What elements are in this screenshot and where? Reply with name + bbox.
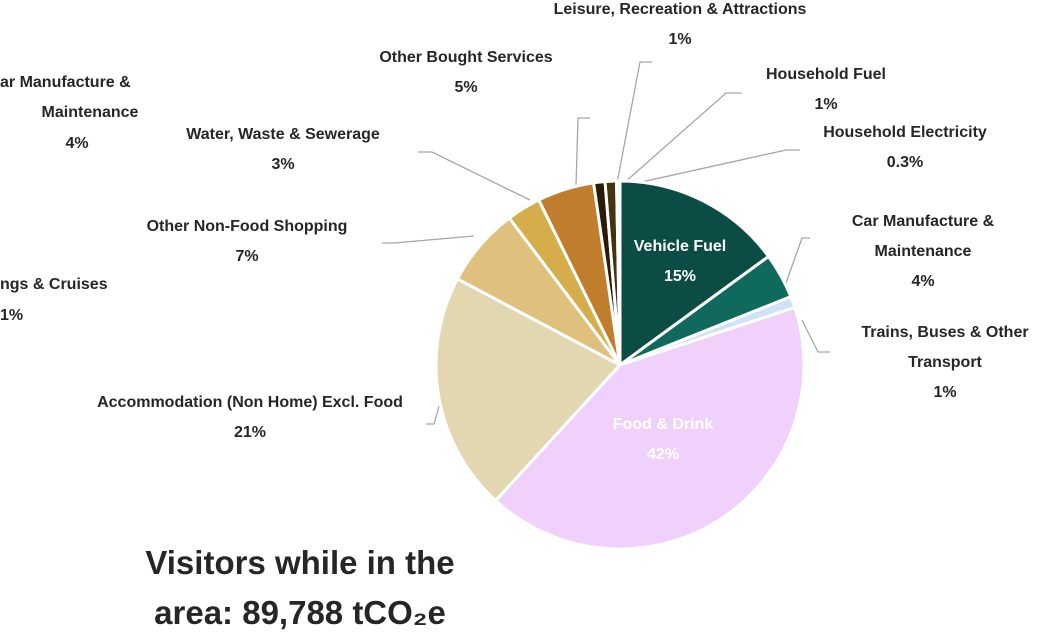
leader-line: [801, 319, 830, 353]
leader-line: [616, 61, 652, 184]
pie-slice: [618, 179, 771, 368]
slice-label: Accommodation (Non Home) Excl. Food 21%: [60, 388, 440, 448]
pie-slice: [615, 179, 622, 366]
leader-line: [382, 235, 475, 244]
category-label: Other Non-Food Shopping: [146, 218, 348, 235]
leader-line: [785, 237, 810, 284]
value-label: 1%: [933, 384, 957, 401]
leader-line: [627, 149, 800, 186]
category-label: Water, Waste & Sewerage: [186, 126, 380, 143]
category-label: Car Manufacture & Maintenance: [851, 213, 995, 260]
slice-label: Other Non-Food Shopping 7%: [97, 212, 397, 272]
slice-label: Trains, Buses & Other Transport 1%: [825, 318, 1056, 408]
leader-line: [575, 117, 590, 187]
slice-label: Household Fuel 1%: [726, 60, 926, 120]
category-label: Household Fuel: [766, 66, 886, 83]
category-label: Trains, Buses & Other Transport: [861, 324, 1029, 371]
value-label: 42%: [646, 446, 680, 463]
slice-label: Car Manufacture & Maintenance 4%: [823, 207, 1023, 297]
value-label: 1%: [814, 96, 838, 113]
value-label: 7%: [235, 248, 259, 265]
cropped-label: ngs & Cruises: [0, 276, 108, 293]
value-label: 15%: [663, 268, 697, 285]
slice-label: Food & Drink 42%: [583, 410, 743, 470]
value-label: 1%: [668, 31, 692, 48]
category-label: Food & Drink: [612, 416, 714, 433]
value-label: 21%: [233, 424, 267, 441]
cropped-label: 4%: [65, 135, 89, 152]
leader-line: [623, 92, 742, 184]
category-label: Leisure, Recreation & Attractions: [553, 1, 807, 18]
category-label: Household Electricity: [823, 124, 987, 141]
slice-label: Vehicle Fuel 15%: [620, 232, 740, 292]
cropped-label: 1%: [0, 307, 24, 324]
category-label: Vehicle Fuel: [633, 238, 727, 255]
value-label: 3%: [271, 156, 295, 173]
category-label: Other Bought Services: [379, 49, 553, 66]
leader-line: [418, 151, 531, 201]
pie-slice: [493, 305, 806, 551]
cropped-label: ar Manufacture &: [0, 74, 131, 91]
pie-slice: [434, 276, 623, 503]
cropped-label: Maintenance: [41, 104, 139, 121]
value-label: 0.3%: [886, 154, 924, 171]
value-label: 5%: [454, 79, 478, 96]
slice-label: Other Bought Services 5%: [316, 43, 616, 103]
category-label: Accommodation (Non Home) Excl. Food: [97, 394, 403, 411]
slice-label: Household Electricity 0.3%: [775, 118, 1035, 178]
slice-label: Water, Waste & Sewerage 3%: [133, 120, 433, 180]
slice-label: Leisure, Recreation & Attractions 1%: [480, 0, 880, 55]
value-label: 4%: [911, 273, 935, 290]
chart-title: Visitors while in the area: 89,788 tCO₂e: [145, 544, 455, 631]
leader-lines: [382, 61, 830, 425]
